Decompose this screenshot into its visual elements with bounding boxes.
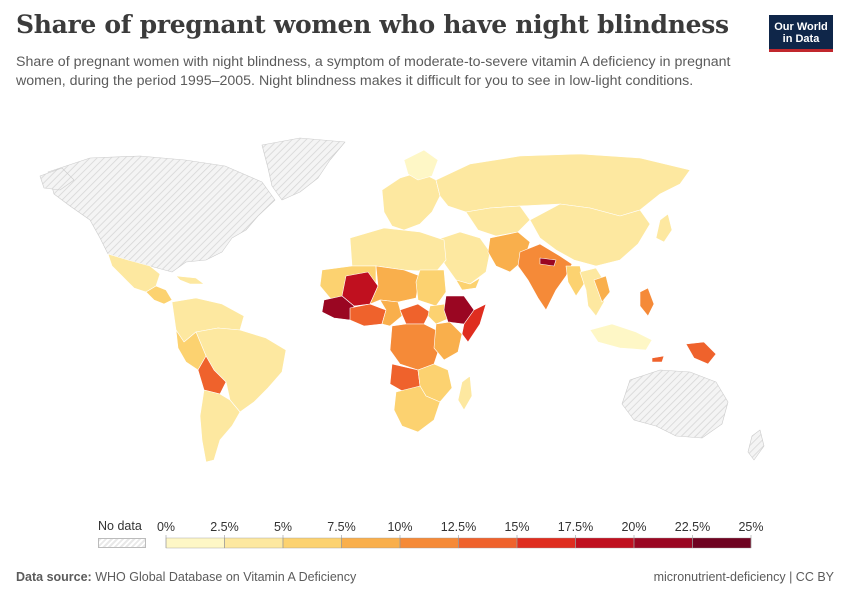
central-african-republic[interactable] [399, 303, 431, 325]
papua-new-guinea[interactable] [685, 341, 717, 365]
chart-title: Share of pregnant women who have night b… [16, 10, 729, 39]
scandinavia[interactable] [403, 149, 439, 181]
india[interactable] [517, 243, 573, 311]
legend-tick-label: 2.5% [210, 520, 239, 534]
legend-swatch[interactable] [516, 537, 576, 549]
alaska[interactable] [39, 167, 75, 191]
legend-no-data-swatch [98, 538, 146, 548]
philippines[interactable] [639, 287, 655, 317]
vietnam-laos[interactable] [593, 275, 611, 303]
southern-cone[interactable] [199, 389, 241, 463]
yemen[interactable] [455, 277, 481, 291]
chart-subtitle: Share of pregnant women with night blind… [16, 54, 731, 89]
gulf-of-guinea[interactable] [349, 303, 387, 327]
license-text[interactable]: micronutrient-deficiency | CC BY [653, 570, 834, 584]
legend-swatch[interactable] [458, 537, 518, 549]
legend-tick-label: 25% [738, 520, 763, 534]
greenland[interactable] [261, 137, 346, 201]
legend-swatch[interactable] [692, 537, 752, 549]
legend-tick-label: 20% [621, 520, 646, 534]
east-indonesia[interactable] [651, 355, 665, 363]
legend-swatch[interactable] [341, 537, 401, 549]
legend-tick-label: 0% [157, 520, 175, 534]
legend-swatch[interactable] [282, 537, 342, 549]
legend-tick-label: 10% [387, 520, 412, 534]
legend-tick-label: 12.5% [441, 520, 476, 534]
legend-tick-label: 5% [274, 520, 292, 534]
central-america[interactable] [145, 285, 173, 305]
nepal[interactable] [539, 257, 557, 267]
legend-swatch[interactable] [399, 537, 459, 549]
data-source-label: Data source: [16, 570, 92, 584]
australia[interactable] [621, 369, 729, 439]
southern-africa[interactable] [393, 385, 441, 433]
new-zealand[interactable] [747, 429, 765, 461]
legend-swatch[interactable] [165, 537, 225, 549]
data-source-text[interactable]: WHO Global Database on Vitamin A Deficie… [95, 570, 357, 584]
madagascar[interactable] [457, 375, 473, 411]
sudan[interactable] [415, 269, 447, 307]
japan[interactable] [655, 213, 673, 243]
caribbean[interactable] [175, 275, 205, 285]
legend-tick-label: 17.5% [558, 520, 593, 534]
legend-swatch[interactable] [633, 537, 693, 549]
world-map[interactable] [0, 120, 850, 510]
bangladesh-myanmar[interactable] [565, 265, 585, 297]
congo-basin[interactable] [389, 323, 441, 371]
north-america-no-data[interactable] [47, 155, 276, 273]
east-africa[interactable] [433, 321, 463, 361]
legend-swatch[interactable] [224, 537, 284, 549]
owid-logo[interactable]: Our World in Data [769, 15, 833, 52]
nigeria[interactable] [379, 299, 403, 327]
central-asia[interactable] [465, 205, 531, 237]
legend-tick-label: 15% [504, 520, 529, 534]
legend-swatch[interactable] [575, 537, 635, 549]
china[interactable] [529, 203, 651, 267]
logo-line-1: Our World [774, 21, 828, 33]
legend-tick-label: 7.5% [327, 520, 356, 534]
legend-no-data-label: No data [98, 519, 142, 533]
north-africa[interactable] [349, 227, 447, 273]
indonesia[interactable] [589, 323, 653, 351]
data-source: Data source: WHO Global Database on Vita… [16, 570, 356, 584]
logo-line-2: in Data [782, 33, 820, 45]
legend-tick-label: 22.5% [675, 520, 710, 534]
europe[interactable] [381, 171, 441, 231]
color-legend: 0% 2.5% 5% 7.5% 10% 12.5% 15% 17.5% 20% 22.5% 25% [157, 520, 764, 549]
